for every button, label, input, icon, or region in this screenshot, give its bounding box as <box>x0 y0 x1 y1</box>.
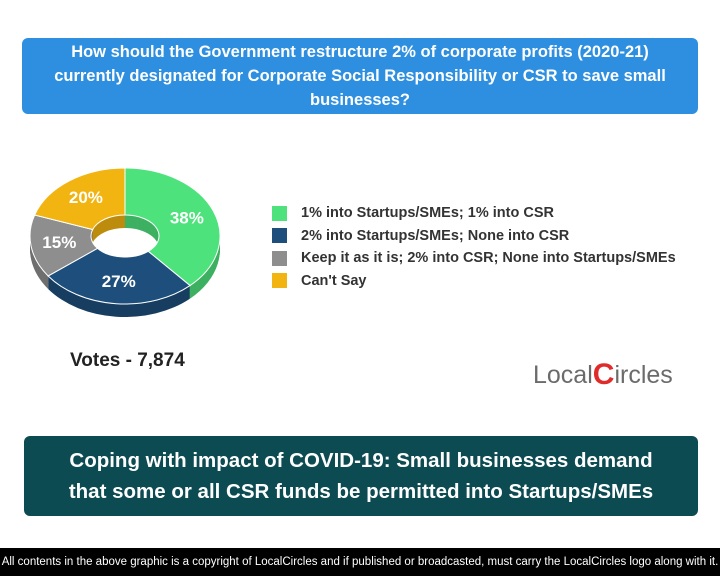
slice <box>33 167 126 231</box>
slice <box>29 214 99 277</box>
headline-banner: Coping with impact of COVID-19: Small bu… <box>24 436 698 516</box>
votes-count: Votes - 7,874 <box>70 350 185 371</box>
copyright-footer: All contents in the above graphic is a c… <box>0 548 720 576</box>
logo-text: Local <box>533 360 593 389</box>
legend-entry: Keep it as it is; 2% into CSR; None into… <box>272 247 676 270</box>
data-label: 27% <box>102 272 136 291</box>
legend-label: 1% into Startups/SMEs; 1% into CSR <box>301 205 554 222</box>
logo-mark: C <box>592 358 615 391</box>
data-label: 38% <box>170 208 204 227</box>
legend-swatch <box>272 273 287 289</box>
legend-label: 2% into Startups/SMEs; None into CSR <box>301 227 570 244</box>
legend-swatch <box>272 250 287 266</box>
legend-entry: 1% into Startups/SMEs; 1% into CSR <box>272 202 676 225</box>
question-banner: How should the Government restructure 2%… <box>22 38 698 114</box>
legend-entry: Can't Say <box>272 270 676 293</box>
legend-label: Keep it as it is; 2% into CSR; None into… <box>301 250 676 267</box>
legend-swatch <box>272 205 287 221</box>
logo-text: ircles <box>614 360 673 389</box>
legend-swatch <box>272 228 287 244</box>
data-label: 20% <box>69 188 103 207</box>
slice <box>47 247 191 305</box>
slice <box>124 167 221 287</box>
data-label: 15% <box>42 233 76 252</box>
legend-label: Can't Say <box>301 272 367 289</box>
legend: 1% into Startups/SMEs; 1% into CSR 2% int… <box>272 202 676 292</box>
legend-entry: 2% into Startups/SMEs; None into CSR <box>272 225 676 248</box>
